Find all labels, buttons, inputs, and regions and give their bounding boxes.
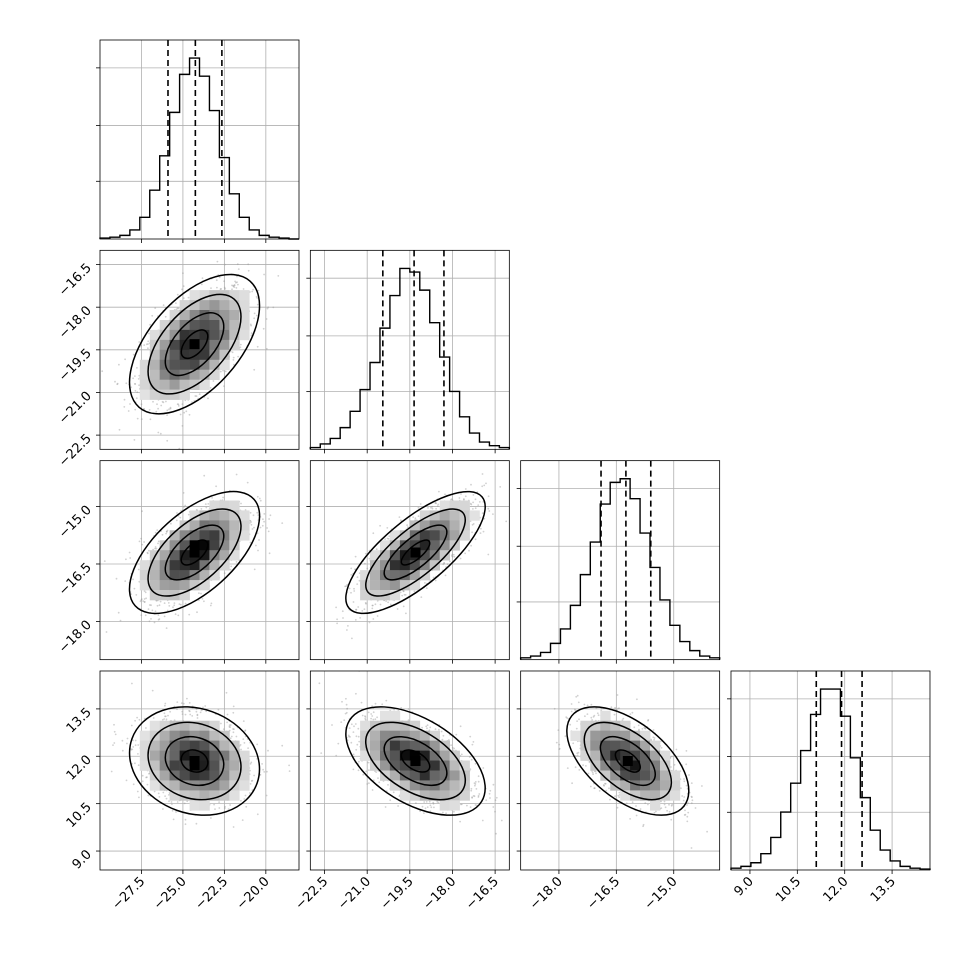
ytick-label-3-1: 10.5 (64, 800, 95, 831)
xtick-label-3-3: 13.5 (868, 874, 899, 905)
ytick-label-1-2: −19.5 (56, 346, 95, 385)
hist-panel-3 (730, 670, 931, 871)
ytick-label-1-0: −22.5 (56, 431, 95, 470)
contour-2-1-1 (365, 508, 467, 597)
contour-1-0-2 (164, 312, 225, 377)
pair-frame-3-2 (520, 670, 721, 871)
contour-2-1-2 (383, 524, 448, 581)
contour-3-0-0 (128, 706, 261, 816)
pair-panel-2-1 (310, 460, 510, 660)
ytick-label-1-1: −21.0 (56, 389, 95, 428)
contour-3-2-0 (566, 706, 690, 816)
contour-3-1-1 (364, 721, 467, 801)
contour-1-0-1 (147, 293, 242, 395)
ytick-label-1-3: −18.0 (56, 303, 95, 342)
peak-cell-2-1 (410, 547, 421, 558)
ytick-label-3-3: 13.5 (64, 705, 95, 736)
pair-panel-2-0 (100, 460, 299, 660)
contour-3-1-3 (400, 749, 431, 773)
xtick-label-0-1: −25.0 (151, 874, 190, 913)
contour-3-0-3 (180, 749, 209, 773)
contour-2-1-0 (345, 490, 486, 615)
xtick-label-3-0: 9.0 (732, 874, 757, 899)
ytick-label-2-1: −16.5 (56, 560, 95, 599)
peak-cell-3-0 (189, 756, 200, 767)
contour-3-0-2 (164, 735, 225, 787)
ytick-label-1-4: −16.5 (56, 261, 95, 300)
pair-frame-3-0 (99, 670, 300, 871)
contour-1-0-0 (128, 273, 261, 415)
contour-3-1-0 (345, 706, 486, 816)
contour-3-2-1 (583, 721, 673, 801)
xtick-label-3-1: 10.5 (773, 874, 804, 905)
contour-3-1-2 (383, 735, 448, 787)
histogram-0 (99, 57, 299, 240)
xtick-label-1-4: −16.5 (463, 874, 502, 913)
contour-3-0-1 (147, 721, 242, 801)
xtick-label-2-0: −18.0 (527, 874, 566, 913)
xtick-label-1-3: −18.0 (421, 874, 460, 913)
density-cells-1-0 (139, 290, 250, 400)
peak-cell-1-0 (189, 339, 200, 350)
xtick-label-1-0: −22.5 (293, 874, 332, 913)
contour-3-2-3 (614, 749, 642, 773)
contour-2-0-3 (180, 539, 209, 566)
peak-cell-3-2 (622, 756, 633, 767)
histogram-1 (309, 267, 511, 450)
xtick-label-1-1: −21.0 (335, 874, 374, 913)
contour-2-0-1 (147, 508, 242, 597)
xtick-label-2-1: −16.5 (584, 874, 623, 913)
pair-panel-3-2 (520, 670, 720, 870)
xtick-label-3-2: 12.0 (820, 874, 851, 905)
xtick-label-1-2: −19.5 (378, 874, 417, 913)
peak-cell-2-0 (189, 547, 200, 558)
hist-panel-2 (520, 460, 721, 661)
histogram-3 (730, 688, 931, 870)
hist-panel-0 (99, 39, 300, 240)
contour-3-2-2 (599, 735, 656, 787)
pair-frame-2-0 (99, 460, 300, 661)
pair-panel-3-0 (100, 670, 299, 870)
contour-2-1-3 (400, 539, 431, 566)
ytick-label-3-2: 12.0 (64, 752, 95, 783)
xtick-label-0-0: −27.5 (110, 874, 149, 913)
xtick-label-0-3: −20.0 (234, 874, 273, 913)
density-cells-2-1 (360, 500, 480, 601)
ytick-label-2-2: −15.0 (56, 503, 95, 542)
pair-panel-3-1 (310, 670, 510, 870)
ytick-label-3-0: 9.0 (70, 847, 95, 872)
contour-2-0-2 (164, 524, 225, 581)
pair-panel-1-0 (100, 250, 299, 450)
xtick-label-2-2: −15.0 (642, 874, 681, 913)
ytick-label-2-0: −18.0 (56, 618, 95, 657)
peak-cell-3-1 (410, 756, 421, 767)
xtick-label-0-2: −22.5 (192, 874, 231, 913)
contour-2-0-0 (128, 490, 261, 615)
histogram-2 (519, 478, 721, 660)
contour-1-0-3 (180, 329, 209, 360)
